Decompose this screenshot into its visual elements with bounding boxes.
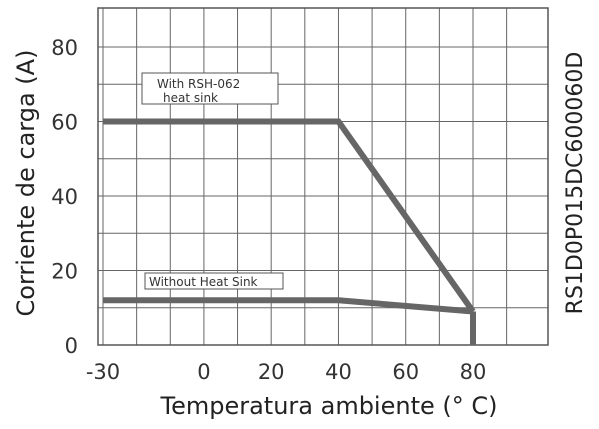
x-tick-label: 40 xyxy=(325,360,352,384)
y-tick-label: 40 xyxy=(51,185,78,209)
grid xyxy=(98,8,548,345)
series-label-box xyxy=(141,72,279,105)
y-tick-label: 20 xyxy=(51,260,78,284)
series-label-text: Without Heat Sink xyxy=(149,275,258,289)
side-code-label: RS1D0P015DC600060D xyxy=(563,52,588,315)
x-tick-label: -30 xyxy=(86,360,120,384)
y-tick-label: 60 xyxy=(51,111,78,135)
x-tick-label: 20 xyxy=(258,360,285,384)
plot-frame xyxy=(97,7,549,346)
series-group xyxy=(103,118,476,345)
y-tick-label: 80 xyxy=(51,36,78,60)
x-tick-label: 80 xyxy=(460,360,487,384)
series-label-text: heat sink xyxy=(163,91,218,105)
y-tick-label: 0 xyxy=(65,334,78,358)
x-axis-title: Temperatura ambiente (° C) xyxy=(159,392,497,420)
y-axis-title: Corriente de carga (A) xyxy=(12,50,40,317)
x-tick-labels: -30 0 20 40 60 80 xyxy=(86,360,487,384)
series-label-box xyxy=(144,272,284,290)
y-tick-labels: 0 20 40 60 80 xyxy=(51,36,78,358)
x-tick-label: 0 xyxy=(197,360,210,384)
series-label-text: With RSH-062 xyxy=(157,77,240,91)
series-line-with-heat-sink xyxy=(103,118,476,314)
series-line-without-heat-sink xyxy=(103,297,474,315)
x-tick-label: 60 xyxy=(392,360,419,384)
